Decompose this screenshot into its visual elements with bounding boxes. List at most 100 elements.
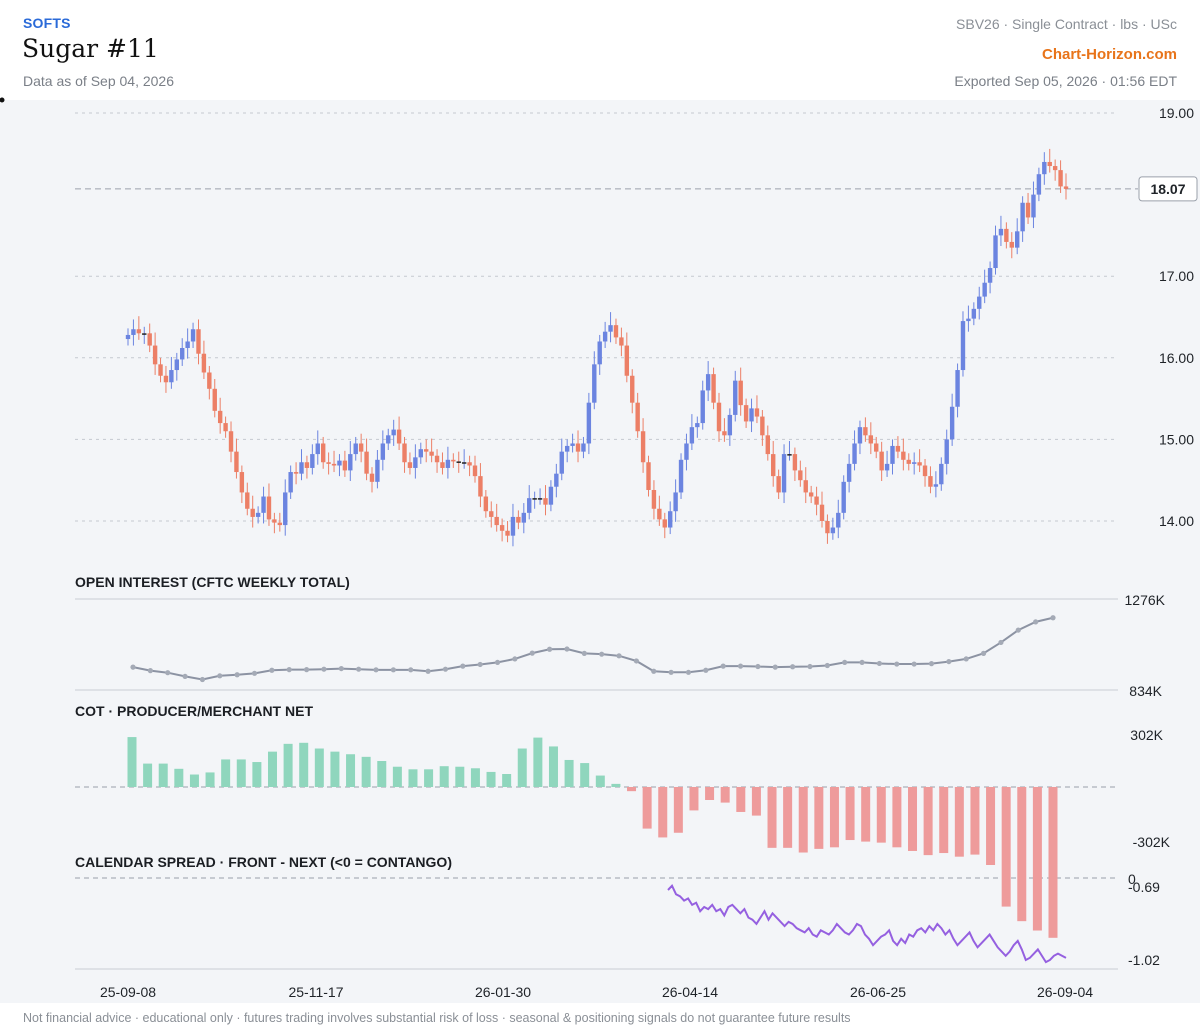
candle-body [527,498,532,513]
oi-point [911,661,917,667]
candle-body [776,476,781,493]
candle-body [630,375,635,403]
cot-bar [783,787,793,848]
data-as-of: Data as of Sep 04, 2026 [23,73,174,89]
candle-body [342,460,348,471]
spread-line [667,884,1067,964]
oi-point [547,646,553,652]
x-tick-label: 25-11-17 [288,984,343,1000]
candle-body [613,325,619,338]
price-tick-label: 16.00 [1159,350,1194,366]
cot-bar [252,762,262,787]
oi-point [946,658,952,665]
candle-body [836,512,841,528]
candle-body [640,431,646,463]
oi-point [269,667,275,673]
candle-body [1042,161,1047,175]
price-tick-label: 14.00 [1159,513,1194,529]
candle-body [320,443,326,463]
candle-body [261,496,266,513]
price-tick-label: 15.00 [1159,431,1194,447]
candle-body [716,402,722,432]
candle-body [939,463,944,485]
candle-body [977,296,982,309]
candle-body [564,445,570,452]
candle-body [689,427,695,444]
candle-body [185,341,190,349]
candle-body [911,462,917,464]
corner-dot [0,97,5,103]
oi-point [703,667,709,673]
candle-body [472,465,478,477]
candle-body [922,465,928,477]
cot-bar [283,743,293,787]
oi-point [790,664,796,670]
candle-body [667,511,673,528]
candle-body [841,481,846,513]
candle-body [532,498,537,500]
candle-body [608,325,613,332]
candle-body [695,423,700,428]
candle-body [147,333,152,346]
candle-body [722,431,727,436]
cot-bar [377,761,387,787]
candle-body [678,459,684,493]
candle-body [326,462,331,464]
cot-bar [158,763,168,787]
candle-body [418,449,423,458]
candle-body [266,496,272,520]
candle-body [738,380,743,406]
candle-body [1004,228,1009,242]
candle-body [868,435,874,444]
candle-body [125,334,131,340]
candle-body [152,345,158,365]
export-timestamp: Exported Sep 05, 2026 · 01:56 EDT [954,73,1177,89]
price-candles [125,148,1069,547]
candle-body [413,457,418,468]
cot-bar [1048,787,1058,938]
candle-body [217,410,223,424]
oi-point [286,667,292,673]
cot-bar [627,787,637,792]
cot-bar [533,737,543,787]
cot-bar [720,787,730,803]
candle-body [255,512,261,517]
candle-body [949,406,955,440]
oi-tick-label: 1276K [1125,592,1166,608]
candle-body [993,235,998,269]
oi-point [338,665,344,672]
candle-body [624,345,630,376]
oi-point [963,656,969,662]
cot-bar [705,787,715,800]
candle-body [760,416,765,436]
x-tick-label: 26-01-30 [475,984,531,1000]
candle-body [754,408,760,417]
candle-body [424,449,429,452]
candle-body [494,516,499,526]
oi-point [998,639,1004,646]
candle-body [212,388,217,411]
cot-bar [267,751,277,787]
oi-point [928,661,935,667]
oi-point [651,668,657,674]
candle-body [163,375,169,383]
candle-body [131,329,136,335]
oi-point [356,666,362,672]
candle-body [884,463,890,471]
candle-body [228,431,234,452]
candle-body [440,462,445,468]
candle-body [1036,174,1042,195]
oi-point [616,653,622,659]
cot-bar [455,766,465,787]
candle-body [792,454,798,471]
brand-link[interactable]: Chart-Horizon.com [1042,46,1177,63]
candle-body [1015,231,1020,248]
cot-bar [736,787,746,812]
candle-body [575,443,581,452]
cot-bar [502,774,512,787]
candle-body [581,443,586,452]
candle-body [906,459,911,464]
candle-body [505,530,510,536]
candle-body [136,329,142,334]
